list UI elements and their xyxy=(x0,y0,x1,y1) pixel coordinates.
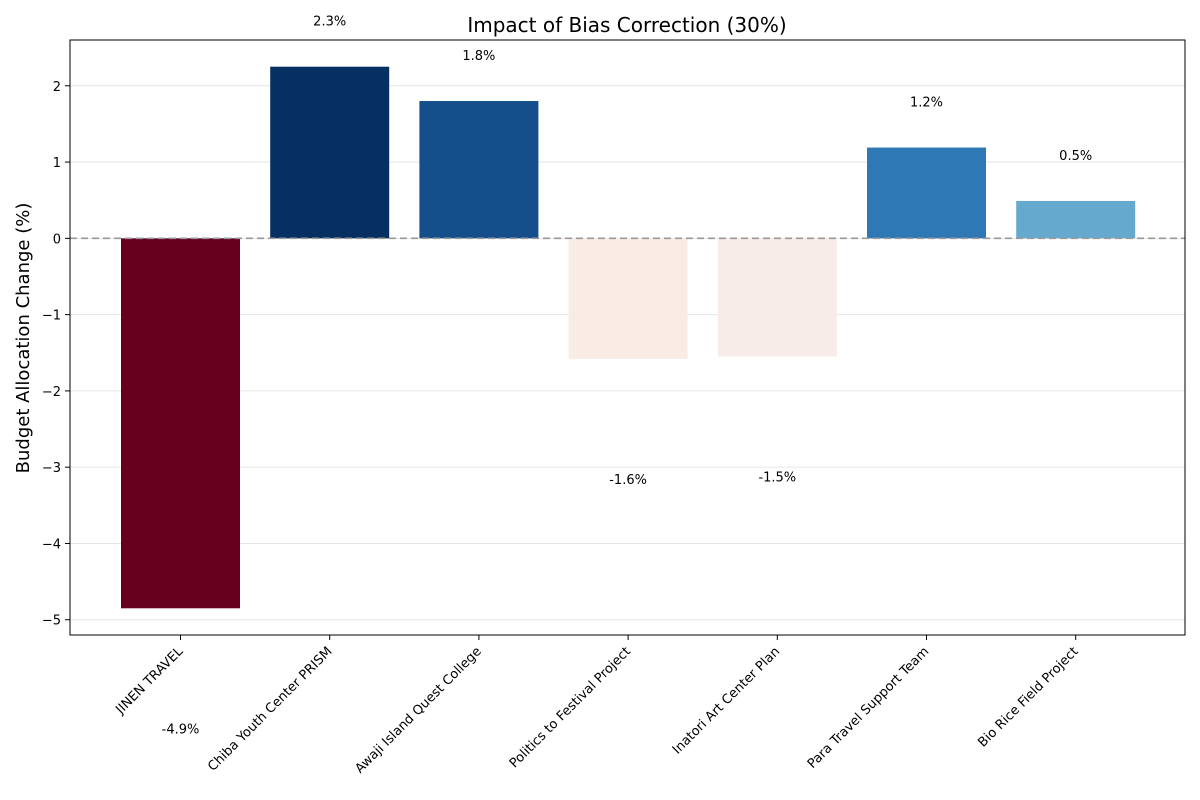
data-label: -1.5% xyxy=(758,471,796,486)
bars xyxy=(121,66,1136,609)
data-label: 2.3% xyxy=(313,15,346,30)
data-labels: -4.9% 2.3% 1.8% -1.6% -1.5% 1.2% 0.5% xyxy=(162,15,1093,738)
y-axis-label: Budget Allocation Change (%) xyxy=(13,203,34,474)
bar xyxy=(717,238,837,357)
y-tick-label: 0 xyxy=(53,232,61,247)
data-label: 1.2% xyxy=(910,96,943,111)
y-tick-label: −5 xyxy=(42,614,61,629)
y-axis: 2 1 0 −1 −2 −3 −4 −5 xyxy=(42,80,70,629)
data-label: 1.8% xyxy=(462,49,495,64)
bar xyxy=(1016,200,1136,239)
y-tick-label: −2 xyxy=(42,385,61,400)
y-tick-label: −1 xyxy=(42,309,61,324)
bar xyxy=(419,101,539,239)
bar xyxy=(867,147,986,239)
data-label: -1.6% xyxy=(609,473,647,488)
bar xyxy=(568,238,688,359)
y-tick-label: 1 xyxy=(53,156,61,171)
y-tick-label: 2 xyxy=(53,80,61,95)
data-label: -4.9% xyxy=(162,722,200,737)
bar xyxy=(270,66,390,239)
chart-title: Impact of Bias Correction (30%) xyxy=(467,13,786,37)
y-tick-label: −3 xyxy=(42,461,61,476)
bar xyxy=(121,238,240,609)
data-label: 0.5% xyxy=(1059,149,1092,164)
plot-frame xyxy=(69,39,1186,636)
y-tick-label: −4 xyxy=(42,537,61,552)
